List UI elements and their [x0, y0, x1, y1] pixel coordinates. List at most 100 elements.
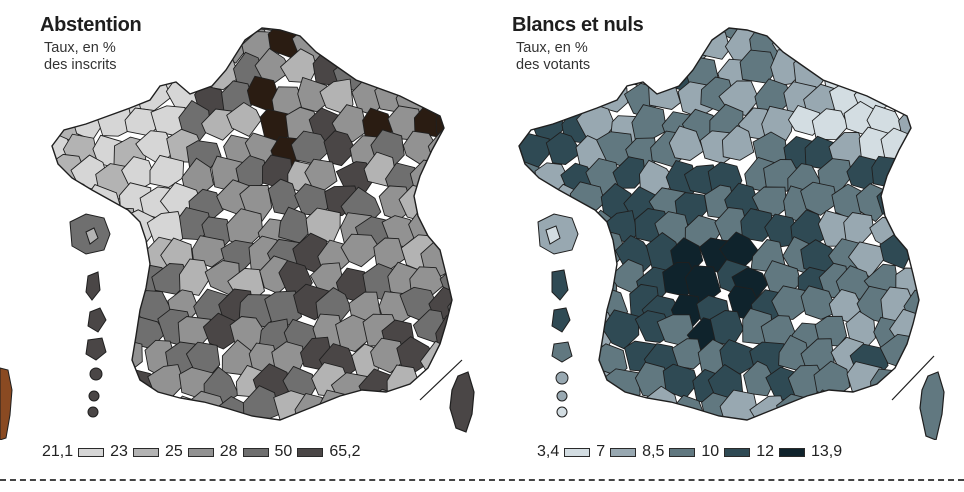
department-shape	[52, 81, 75, 115]
blancs-et-nuls-legend-swatch	[724, 447, 751, 457]
blancs-et-nuls-legend: 3,4 7 8,5 10 12 13,9	[537, 443, 842, 461]
department-shape	[862, 55, 898, 91]
department-shape	[892, 154, 919, 191]
department-shape	[447, 294, 452, 331]
department-shape	[592, 395, 630, 420]
dashed-divider	[0, 479, 964, 481]
department-shape	[287, 28, 318, 38]
department-shape	[177, 28, 210, 37]
department-shape	[423, 28, 452, 65]
department-shape	[824, 28, 861, 61]
department-shape	[454, 184, 482, 219]
department-shape	[425, 186, 452, 222]
department-shape	[306, 28, 345, 33]
abstention-title: Abstention	[40, 14, 142, 36]
department-shape	[605, 368, 641, 403]
department-shape	[805, 30, 844, 62]
department-shape	[872, 28, 907, 42]
department-shape	[828, 391, 865, 420]
department-shape	[441, 28, 452, 36]
abstention-legend-value: 28	[219, 443, 238, 460]
department-shape	[110, 230, 149, 267]
department-shape	[930, 239, 964, 275]
blancs-et-nuls-legend-value: 13,9	[811, 443, 843, 460]
department-shape	[170, 28, 205, 63]
department-shape	[632, 51, 667, 83]
department-shape	[892, 207, 919, 242]
department-shape	[596, 36, 632, 71]
abstention-subtitle-line-2: des inscrits	[44, 57, 117, 73]
department-shape	[813, 28, 846, 40]
department-shape	[871, 155, 904, 189]
department-shape	[940, 345, 964, 375]
department-shape	[932, 181, 964, 217]
department-shape	[381, 49, 418, 86]
corsica-separator-line	[419, 359, 463, 401]
department-shape	[52, 181, 71, 217]
department-shape	[844, 57, 880, 96]
department-shape	[911, 28, 919, 62]
department-shape	[128, 52, 166, 90]
department-shape	[52, 341, 71, 377]
department-shape	[435, 159, 452, 196]
department-shape	[52, 321, 85, 354]
department-shape	[179, 258, 211, 296]
department-shape	[858, 32, 892, 64]
blancs-et-nuls-legend-value: 7	[596, 443, 606, 460]
abstention-subtitle-line-1: Taux, en %	[44, 40, 116, 56]
department-shape	[793, 28, 830, 42]
department-shape	[318, 389, 357, 420]
department-shape	[323, 130, 357, 167]
blancs-et-nuls-subtitle-line-2: des votants	[516, 57, 591, 73]
department-shape	[398, 28, 436, 64]
department-shape	[648, 76, 682, 110]
department-shape	[571, 235, 603, 270]
abstention-legend-swatch	[297, 447, 324, 457]
department-shape	[616, 395, 653, 420]
department-shape	[436, 51, 452, 87]
corsica-shape	[919, 371, 945, 440]
department-shape	[104, 314, 140, 345]
department-shape	[143, 28, 180, 62]
department-shape	[324, 185, 361, 218]
department-shape	[921, 258, 956, 293]
department-shape	[254, 47, 292, 83]
blancs-et-nuls-legend-swatch	[779, 447, 805, 457]
department-shape	[347, 28, 389, 58]
department-shape	[719, 389, 759, 420]
department-shape	[914, 186, 919, 218]
department-shape	[519, 205, 542, 242]
department-shape	[764, 28, 795, 38]
department-shape	[519, 288, 549, 324]
department-shape	[52, 235, 72, 270]
department-shape	[930, 81, 964, 116]
blancs-et-nuls-france-outline	[518, 27, 920, 421]
department-shape	[902, 83, 919, 118]
blancs-et-nuls-title: Blancs et nuls	[512, 14, 644, 36]
abstention-france-map	[51, 27, 482, 433]
department-shape	[585, 53, 623, 93]
department-shape	[800, 181, 838, 216]
department-shape	[137, 400, 174, 420]
department-shape	[111, 338, 143, 374]
blancs-et-nuls-france-map	[518, 2, 964, 440]
abstention-legend-value: 23	[110, 443, 128, 460]
abstention-map-panel: Abstention Taux, en % des inscrits 21,1 …	[0, 0, 482, 470]
department-shape	[545, 131, 582, 165]
department-shape	[844, 28, 878, 43]
department-shape	[519, 182, 554, 217]
department-shape	[921, 2, 960, 37]
left-edge-map-fragment	[0, 360, 14, 445]
department-shape	[908, 235, 919, 271]
abstention-legend-value: 25	[164, 443, 183, 460]
department-shape	[209, 28, 243, 36]
department-shape	[340, 233, 382, 268]
abstention-subtitle: Taux, en % des inscrits	[44, 40, 117, 74]
blancs-et-nuls-map-panel: Blancs et nuls Taux, en % des votants 3,…	[482, 0, 964, 470]
department-shape	[519, 363, 542, 397]
department-shape	[52, 393, 65, 420]
abstention-legend-swatch	[187, 447, 214, 457]
department-shape	[668, 125, 705, 161]
department-shape	[52, 292, 70, 329]
overseas-territories	[537, 213, 579, 418]
